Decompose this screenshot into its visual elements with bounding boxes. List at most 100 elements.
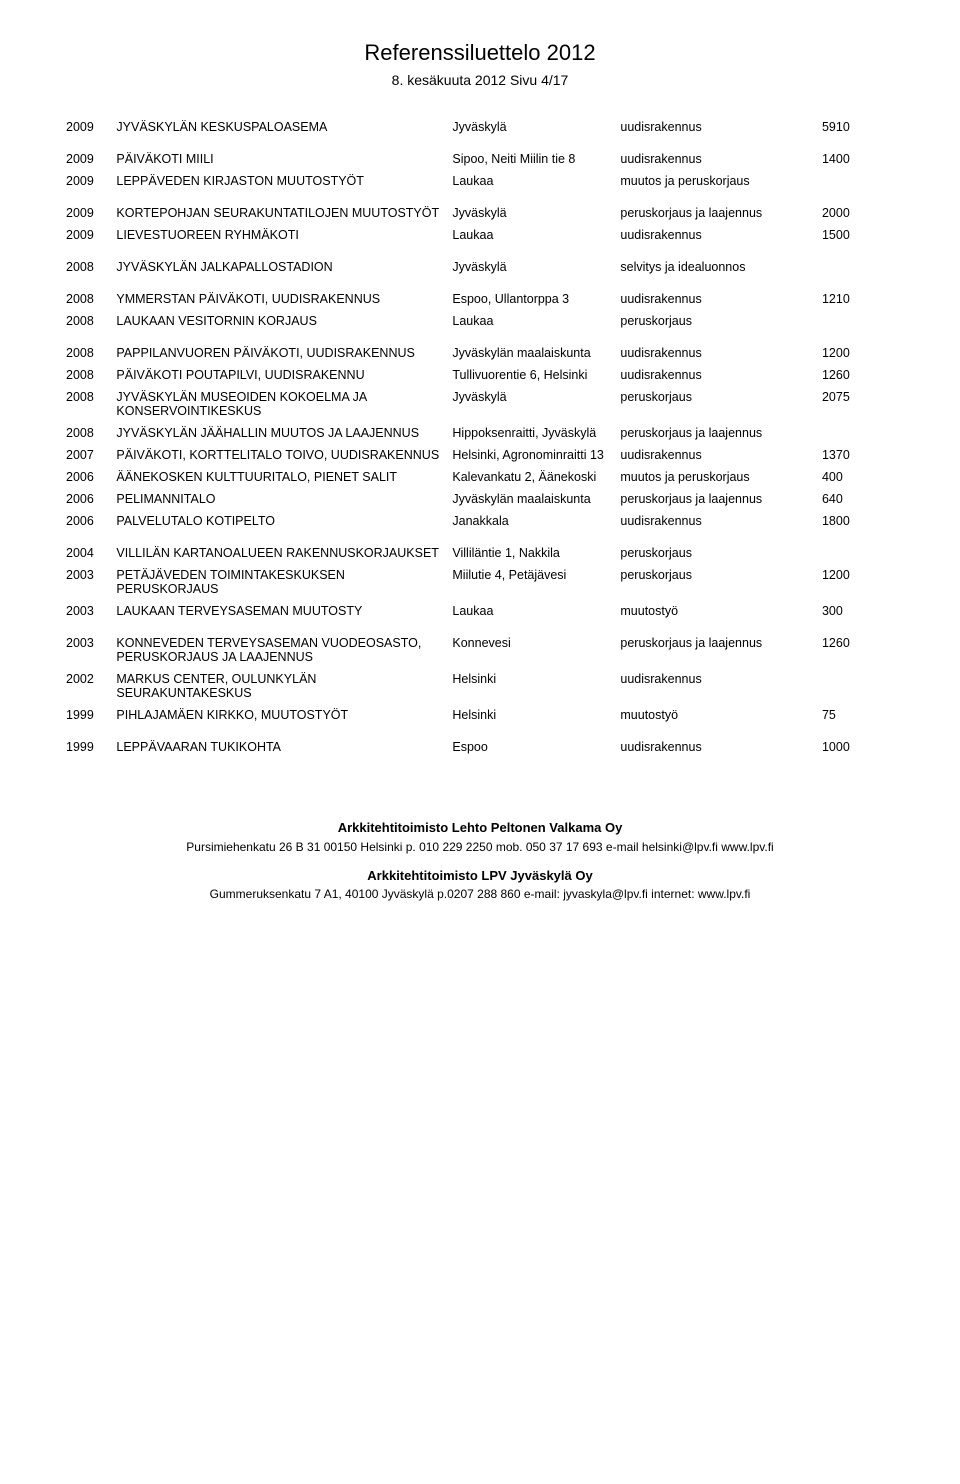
cell-year: 2003 — [60, 622, 110, 668]
document-title: Referenssiluettelo 2012 — [60, 40, 900, 66]
cell-year: 2008 — [60, 246, 110, 278]
table-row: 2008JYVÄSKYLÄN JÄÄHALLIN MUUTOS JA LAAJE… — [60, 422, 900, 444]
cell-type: peruskorjaus — [614, 532, 816, 564]
cell-type: selvitys ja idealuonnos — [614, 246, 816, 278]
cell-type: uudisrakennus — [614, 116, 816, 138]
table-row: 1999LEPPÄVAARAN TUKIKOHTAEspoouudisraken… — [60, 726, 900, 758]
cell-type: muutostyö — [614, 704, 816, 726]
cell-area — [816, 668, 900, 704]
cell-project: PALVELUTALO KOTIPELTO — [110, 510, 446, 532]
cell-type: uudisrakennus — [614, 726, 816, 758]
cell-type: uudisrakennus — [614, 364, 816, 386]
cell-year: 2009 — [60, 224, 110, 246]
cell-project: LEPPÄVEDEN KIRJASTON MUUTOSTYÖT — [110, 170, 446, 192]
cell-location: Sipoo, Neiti Miilin tie 8 — [446, 138, 614, 170]
cell-area — [816, 532, 900, 564]
cell-type: uudisrakennus — [614, 510, 816, 532]
cell-location: Espoo — [446, 726, 614, 758]
cell-year: 2009 — [60, 170, 110, 192]
cell-type: muutos ja peruskorjaus — [614, 466, 816, 488]
cell-project: PETÄJÄVEDEN TOIMINTAKESKUKSEN PERUSKORJA… — [110, 564, 446, 600]
cell-location: Villiläntie 1, Nakkila — [446, 532, 614, 564]
cell-project: PAPPILANVUOREN PÄIVÄKOTI, UUDISRAKENNUS — [110, 332, 446, 364]
table-row: 2009PÄIVÄKOTI MIILISipoo, Neiti Miilin t… — [60, 138, 900, 170]
cell-area — [816, 310, 900, 332]
cell-location: Helsinki, Agronominraitti 13 — [446, 444, 614, 466]
footer-company-1: Arkkitehtitoimisto Lehto Peltonen Valkam… — [60, 818, 900, 838]
cell-project: PÄIVÄKOTI MIILI — [110, 138, 446, 170]
table-row: 2009JYVÄSKYLÄN KESKUSPALOASEMAJyväskyläu… — [60, 116, 900, 138]
table-row: 2008JYVÄSKYLÄN MUSEOIDEN KOKOELMA JA KON… — [60, 386, 900, 422]
cell-area: 1800 — [816, 510, 900, 532]
table-row: 2008YMMERSTAN PÄIVÄKOTI, UUDISRAKENNUSEs… — [60, 278, 900, 310]
cell-location: Konnevesi — [446, 622, 614, 668]
table-row: 2006PELIMANNITALOJyväskylän maalaiskunta… — [60, 488, 900, 510]
cell-area: 1210 — [816, 278, 900, 310]
table-row: 2008LAUKAAN VESITORNIN KORJAUSLaukaaperu… — [60, 310, 900, 332]
table-row: 2009LEPPÄVEDEN KIRJASTON MUUTOSTYÖTLauka… — [60, 170, 900, 192]
cell-year: 2008 — [60, 364, 110, 386]
cell-year: 2006 — [60, 488, 110, 510]
cell-type: uudisrakennus — [614, 668, 816, 704]
cell-type: uudisrakennus — [614, 138, 816, 170]
table-row: 2009LIEVESTUOREEN RYHMÄKOTILaukaauudisra… — [60, 224, 900, 246]
cell-area: 300 — [816, 600, 900, 622]
table-row: 2003PETÄJÄVEDEN TOIMINTAKESKUKSEN PERUSK… — [60, 564, 900, 600]
table-row: 1999PIHLAJAMÄEN KIRKKO, MUUTOSTYÖTHelsin… — [60, 704, 900, 726]
cell-type: peruskorjaus ja laajennus — [614, 192, 816, 224]
cell-type: peruskorjaus ja laajennus — [614, 622, 816, 668]
cell-project: ÄÄNEKOSKEN KULTTUURITALO, PIENET SALIT — [110, 466, 446, 488]
table-row: 2003LAUKAAN TERVEYSASEMAN MUUTOSTYLaukaa… — [60, 600, 900, 622]
cell-area: 5910 — [816, 116, 900, 138]
cell-year: 2006 — [60, 466, 110, 488]
table-row: 2006ÄÄNEKOSKEN KULTTUURITALO, PIENET SAL… — [60, 466, 900, 488]
document-subtitle: 8. kesäkuuta 2012 Sivu 4/17 — [60, 72, 900, 88]
cell-area: 1000 — [816, 726, 900, 758]
cell-location: Helsinki — [446, 668, 614, 704]
cell-project: LEPPÄVAARAN TUKIKOHTA — [110, 726, 446, 758]
cell-year: 1999 — [60, 726, 110, 758]
cell-type: peruskorjaus — [614, 564, 816, 600]
cell-location: Hippoksenraitti, Jyväskylä — [446, 422, 614, 444]
cell-year: 2009 — [60, 116, 110, 138]
cell-project: VILLILÄN KARTANOALUEEN RAKENNUSKORJAUKSE… — [110, 532, 446, 564]
footer: Arkkitehtitoimisto Lehto Peltonen Valkam… — [60, 818, 900, 903]
cell-type: peruskorjaus — [614, 386, 816, 422]
cell-location: Janakkala — [446, 510, 614, 532]
cell-type: peruskorjaus — [614, 310, 816, 332]
cell-year: 2008 — [60, 278, 110, 310]
cell-year: 2003 — [60, 600, 110, 622]
cell-location: Jyväskylän maalaiskunta — [446, 488, 614, 510]
cell-area: 1200 — [816, 332, 900, 364]
cell-year: 2007 — [60, 444, 110, 466]
cell-project: MARKUS CENTER, OULUNKYLÄN SEURAKUNTAKESK… — [110, 668, 446, 704]
cell-year: 2004 — [60, 532, 110, 564]
cell-year: 1999 — [60, 704, 110, 726]
cell-project: KORTEPOHJAN SEURAKUNTATILOJEN MUUTOSTYÖT — [110, 192, 446, 224]
cell-location: Laukaa — [446, 224, 614, 246]
cell-type: peruskorjaus ja laajennus — [614, 488, 816, 510]
cell-type: muutostyö — [614, 600, 816, 622]
cell-project: PÄIVÄKOTI POUTAPILVI, UUDISRAKENNU — [110, 364, 446, 386]
cell-type: uudisrakennus — [614, 278, 816, 310]
cell-location: Jyväskylä — [446, 192, 614, 224]
cell-project: PIHLAJAMÄEN KIRKKO, MUUTOSTYÖT — [110, 704, 446, 726]
cell-location: Laukaa — [446, 170, 614, 192]
cell-project: JYVÄSKYLÄN JALKAPALLOSTADION — [110, 246, 446, 278]
footer-address-1: Pursimiehenkatu 26 B 31 00150 Helsinki p… — [60, 838, 900, 856]
cell-type: uudisrakennus — [614, 224, 816, 246]
cell-area: 1370 — [816, 444, 900, 466]
footer-company-2: Arkkitehtitoimisto LPV Jyväskylä Oy — [60, 866, 900, 886]
cell-type: muutos ja peruskorjaus — [614, 170, 816, 192]
cell-area — [816, 170, 900, 192]
cell-project: KONNEVEDEN TERVEYSASEMAN VUODEOSASTO, PE… — [110, 622, 446, 668]
table-row: 2008PÄIVÄKOTI POUTAPILVI, UUDISRAKENNUTu… — [60, 364, 900, 386]
cell-year: 2008 — [60, 310, 110, 332]
cell-type: uudisrakennus — [614, 332, 816, 364]
table-row: 2002MARKUS CENTER, OULUNKYLÄN SEURAKUNTA… — [60, 668, 900, 704]
cell-project: PELIMANNITALO — [110, 488, 446, 510]
cell-year: 2009 — [60, 192, 110, 224]
cell-location: Helsinki — [446, 704, 614, 726]
cell-area — [816, 422, 900, 444]
cell-area: 1260 — [816, 622, 900, 668]
